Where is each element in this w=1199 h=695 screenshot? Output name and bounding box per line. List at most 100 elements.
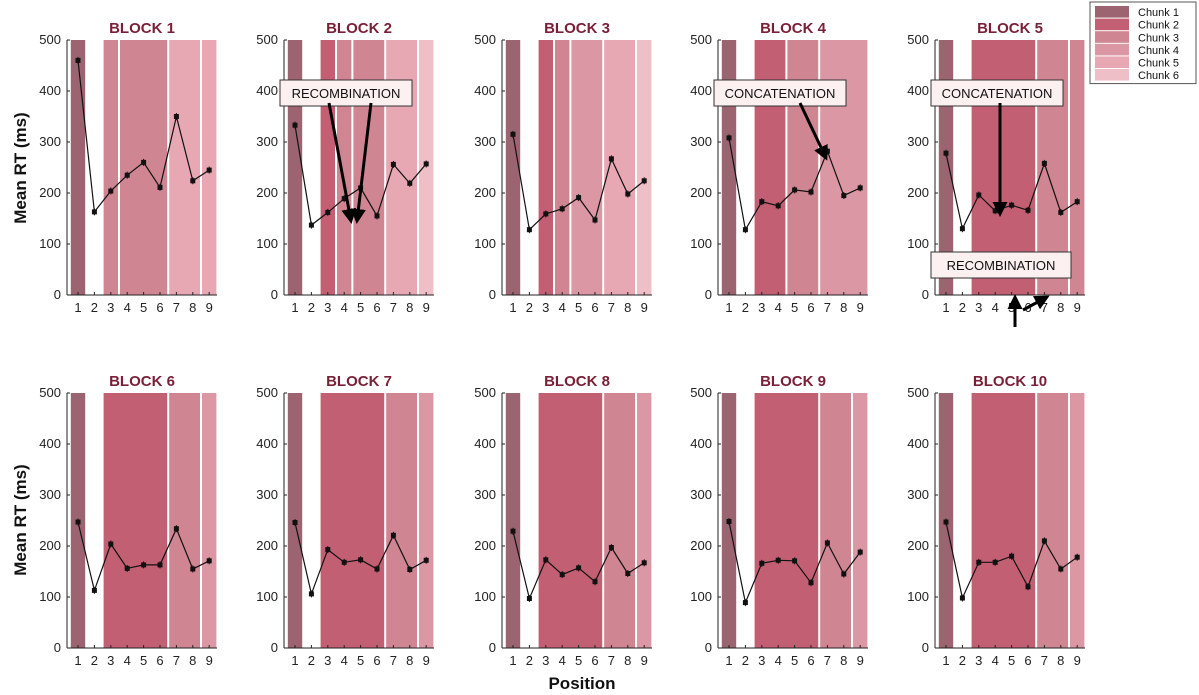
x-tick-label: 2: [959, 300, 966, 315]
chunk-band: [787, 40, 819, 295]
panel-title: BLOCK 4: [760, 20, 826, 37]
y-tick-label: 100: [907, 589, 929, 604]
y-tick-label: 500: [474, 32, 496, 47]
y-tick-label: 100: [39, 589, 61, 604]
y-tick-label: 400: [474, 83, 496, 98]
legend-entry: Chunk 6: [1138, 70, 1179, 82]
chunk-band: [202, 393, 217, 648]
y-tick-label: 200: [39, 185, 61, 200]
data-point: [108, 188, 114, 194]
x-tick-label: 7: [1041, 653, 1048, 668]
x-tick-label: 9: [641, 300, 648, 315]
data-point: [526, 596, 532, 601]
x-tick-label: 3: [542, 653, 549, 668]
chunk-band: [70, 40, 86, 295]
x-tick-label: 4: [775, 300, 782, 315]
x-tick-label: 8: [406, 300, 413, 315]
y-axis-label-top: Mean RT (ms): [11, 112, 30, 223]
annotation-label: RECOMBINATION: [947, 258, 1056, 273]
legend-swatch: [1095, 31, 1129, 43]
chunk-band: [353, 40, 385, 295]
data-point: [308, 591, 314, 597]
panel-title: BLOCK 7: [326, 373, 392, 390]
y-tick-label: 200: [474, 185, 496, 200]
annotation-arrow: [327, 102, 357, 224]
x-tick-label: 8: [189, 300, 196, 315]
data-point: [775, 203, 781, 209]
data-point: [559, 206, 565, 212]
chunk-band: [320, 393, 385, 648]
data-point: [308, 222, 314, 228]
annotation-recombination: RECOMBINATION: [930, 251, 1072, 279]
chunk-band: [1070, 40, 1085, 295]
y-tick-label: 0: [705, 287, 712, 302]
data-point: [75, 57, 81, 63]
chunk-band: [386, 40, 417, 295]
x-tick-label: 6: [591, 300, 598, 315]
data-point: [1058, 566, 1064, 572]
chunk-band: [169, 40, 200, 295]
chunk-band: [169, 393, 200, 648]
chunk-band: [853, 393, 868, 648]
x-tick-label: 8: [189, 653, 196, 668]
data-point: [943, 150, 949, 156]
data-point: [1009, 202, 1015, 208]
data-point: [206, 558, 212, 564]
y-tick-label: 500: [39, 385, 61, 400]
chunk-band: [538, 393, 603, 648]
y-tick-label: 500: [907, 385, 929, 400]
x-tick-label: 2: [959, 653, 966, 668]
x-tick-label: 9: [423, 653, 430, 668]
y-tick-label: 500: [39, 32, 61, 47]
data-point: [1058, 209, 1064, 215]
annotation-box: [930, 79, 1064, 107]
x-tick-label: 3: [542, 300, 549, 315]
y-tick-label: 0: [922, 287, 929, 302]
x-tick-label: 1: [291, 300, 298, 315]
data-point: [423, 557, 429, 563]
data-point: [374, 213, 380, 219]
data-point: [742, 600, 748, 606]
y-tick-label: 0: [922, 640, 929, 655]
data-point: [1074, 554, 1080, 560]
annotation-label: CONCATENATION: [725, 86, 836, 101]
x-tick-label: 5: [575, 300, 582, 315]
y-axis-label-bottom: Mean RT (ms): [11, 464, 30, 575]
x-tick-label: 5: [357, 653, 364, 668]
y-tick-label: 400: [474, 436, 496, 451]
panel-block-2: 0 100 200 300 400 500 1 2 3 4 5 6 7 8 9 BLOCK 2 RECOMBIN…: [256, 20, 434, 315]
data-point: [1041, 538, 1047, 544]
data-point: [726, 519, 732, 524]
x-tick-label: 2: [526, 653, 533, 668]
x-tick-label: 5: [140, 300, 147, 315]
data-point: [190, 566, 196, 572]
x-tick-label: 3: [324, 300, 331, 315]
chunk-band: [103, 393, 168, 648]
chunk-band: [1070, 393, 1085, 648]
x-tick-label: 4: [559, 300, 566, 315]
x-tick-label: 3: [107, 300, 114, 315]
data-point: [173, 114, 179, 119]
x-tick-label: 9: [1074, 300, 1081, 315]
y-tick-label: 300: [39, 134, 61, 149]
chunk-band: [754, 40, 786, 295]
y-tick-label: 100: [256, 589, 278, 604]
y-tick-label: 200: [256, 185, 278, 200]
data-point: [543, 557, 549, 563]
data-point: [325, 547, 331, 553]
data-point: [543, 211, 549, 217]
x-tick-label: 9: [641, 653, 648, 668]
data-point: [141, 562, 147, 568]
data-point: [608, 545, 614, 550]
x-tick-label: 7: [608, 300, 615, 315]
y-tick-label: 500: [690, 385, 712, 400]
x-tick-label: 8: [840, 300, 847, 315]
y-tick-label: 100: [39, 236, 61, 251]
y-tick-label: 0: [489, 287, 496, 302]
data-point: [1025, 207, 1031, 213]
data-point: [759, 560, 765, 566]
data-point: [641, 560, 647, 566]
data-point: [641, 178, 647, 184]
x-tick-label: 6: [373, 653, 380, 668]
